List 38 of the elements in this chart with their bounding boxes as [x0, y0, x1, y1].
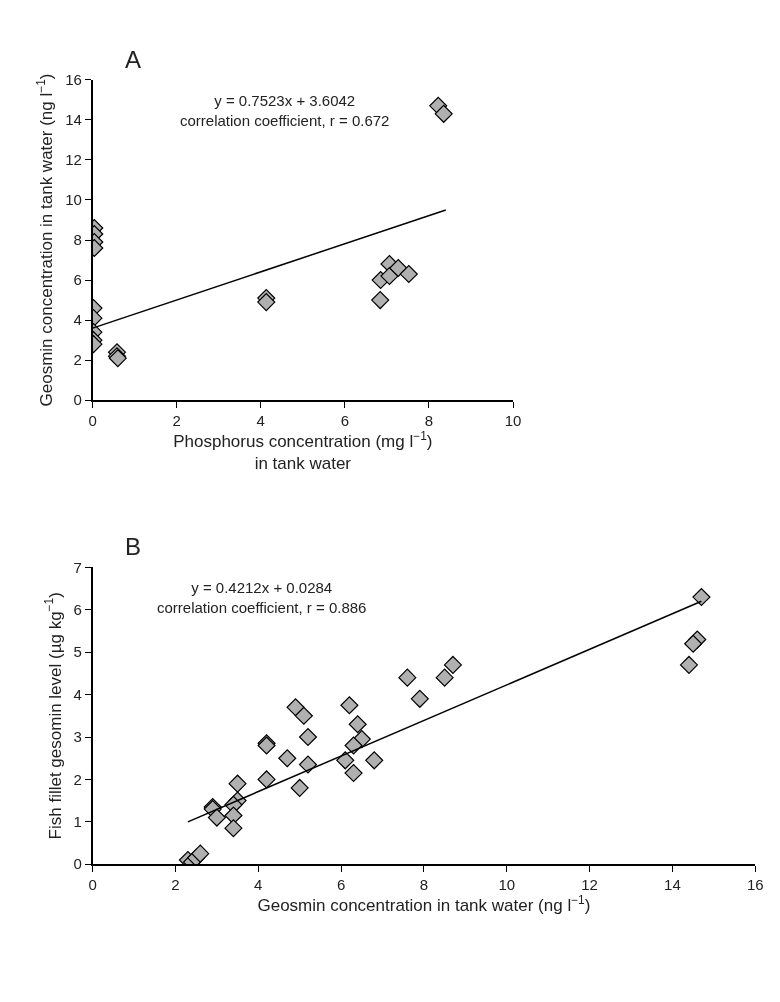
- text: Phosphorus concentration (mg l$^{−1}$) in tank water: [173, 429, 433, 474]
- annotation: y = 0.4212x + 0.0284 correlation coefficient, r = 0.886: [157, 579, 367, 616]
- y-tick-label: 5: [73, 643, 82, 661]
- y-tick-label: 14: [65, 111, 82, 129]
- y-tick-label: 1: [73, 813, 82, 831]
- x-tick-label: 0: [88, 875, 97, 893]
- x-tick-label: 4: [254, 875, 263, 893]
- y-tick-label: 12: [65, 151, 82, 169]
- x-tick-label: 0: [88, 412, 97, 429]
- y-tick-label: 6: [73, 601, 82, 619]
- x-tick-label: 2: [171, 875, 180, 893]
- y-tick-label: 8: [73, 231, 82, 249]
- y-tick-label: 10: [65, 191, 82, 209]
- x-tick-label: 2: [172, 412, 181, 429]
- chart-title: B: [125, 533, 142, 560]
- x-tick-label: 14: [664, 875, 681, 893]
- y-tick-label: 4: [73, 685, 82, 703]
- y-tick-label: 16: [65, 71, 82, 89]
- y-tick-label: 6: [73, 271, 82, 289]
- y-tick-label: 2: [73, 351, 82, 369]
- x-tick-label: 10: [498, 875, 516, 893]
- x-tick-label: 6: [336, 875, 346, 893]
- x-tick-label: 12: [581, 875, 598, 893]
- y-tick-label: 0: [73, 855, 82, 873]
- x-tick-label: 4: [256, 412, 265, 429]
- x-tick-label: 16: [746, 875, 764, 893]
- x-tick-label: 8: [419, 875, 429, 893]
- y-tick-label: 4: [73, 311, 82, 329]
- y-tick-label: 3: [73, 728, 82, 746]
- y-tick-label: 7: [73, 558, 82, 576]
- x-tick-label: 6: [340, 412, 350, 429]
- x-tick-label: 10: [504, 412, 522, 429]
- y-tick-label: 0: [73, 391, 82, 409]
- x-axis-title: Geosmin concentration in tank water (ng l$^{−1}$): [257, 892, 591, 916]
- chart-title: A: [125, 46, 142, 73]
- annotation: y = 0.7523x + 3.6042 correlation coefficient, r = 0.672: [180, 92, 390, 129]
- x-tick-label: 8: [424, 412, 434, 429]
- y-tick-label: 2: [73, 770, 82, 788]
